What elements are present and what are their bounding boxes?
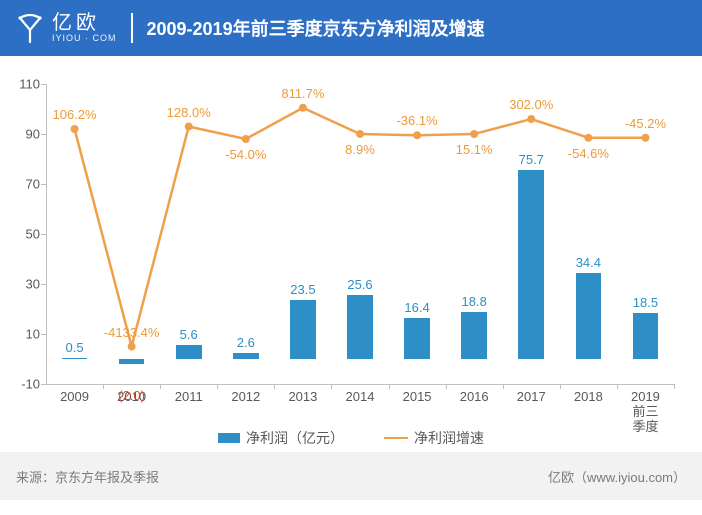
line-value-label: -54.6%	[568, 146, 609, 161]
footer-bar: 来源：京东方年报及季报 亿欧（www.iyiou.com）	[0, 452, 702, 500]
y-tick-label: 50	[6, 227, 40, 242]
bar-value-label: 2.6	[237, 335, 255, 350]
bar-value-label: 34.4	[576, 255, 601, 270]
header-divider	[131, 13, 133, 43]
line-marker	[128, 343, 136, 351]
legend-line-label: 净利润增速	[414, 428, 484, 448]
bar	[461, 312, 487, 359]
line-marker	[413, 131, 421, 139]
y-tick	[41, 134, 46, 135]
brand-logo: 亿欧 IYIOU · COM	[14, 12, 117, 44]
y-tick	[41, 184, 46, 185]
bar	[576, 273, 602, 359]
x-tick	[503, 384, 504, 389]
legend-bar: 净利润（亿元）	[218, 428, 344, 448]
y-tick-label: 70	[6, 177, 40, 192]
bar-value-label: 0.5	[65, 340, 83, 355]
bar-value-label: 18.5	[633, 295, 658, 310]
x-tick	[274, 384, 275, 389]
brand-name-en: IYIOU · COM	[52, 34, 117, 44]
line-value-label: -4133.4%	[104, 325, 160, 340]
y-tick-label: 90	[6, 127, 40, 142]
y-tick	[41, 84, 46, 85]
bar	[290, 300, 316, 359]
bar-value-label: 16.4	[404, 300, 429, 315]
line-value-label: 302.0%	[509, 97, 553, 112]
line-marker	[242, 135, 250, 143]
bar	[62, 358, 88, 359]
header-bar: 亿欧 IYIOU · COM 2009-2019年前三季度京东方净利润及增速	[0, 0, 702, 56]
x-tick-label: 2016	[460, 390, 489, 405]
x-tick	[331, 384, 332, 389]
line-value-label: 15.1%	[456, 142, 493, 157]
footer-source: 来源：京东方年报及季报	[16, 467, 159, 486]
bar-value-label: (2.0)	[118, 388, 145, 403]
bar-value-label: 5.6	[180, 327, 198, 342]
line-value-label: -54.0%	[225, 147, 266, 162]
y-tick-label: 110	[6, 77, 40, 92]
line-marker	[299, 104, 307, 112]
x-tick-label: 2009	[60, 390, 89, 405]
line-value-label: 106.2%	[52, 107, 96, 122]
line-marker	[470, 130, 478, 138]
x-tick-label: 2017	[517, 390, 546, 405]
x-tick-label: 2014	[346, 390, 375, 405]
x-tick-label: 2013	[288, 390, 317, 405]
x-tick	[160, 384, 161, 389]
x-tick	[560, 384, 561, 389]
line-value-label: -45.2%	[625, 116, 666, 131]
x-tick	[617, 384, 618, 389]
line-value-label: 811.7%	[281, 86, 324, 101]
line-marker	[71, 125, 79, 133]
x-tick	[674, 384, 675, 389]
line-marker	[185, 123, 193, 131]
bar-value-label: 23.5	[290, 282, 315, 297]
bar	[404, 318, 430, 359]
bar	[347, 295, 373, 359]
y-tick-label: 10	[6, 327, 40, 342]
y-tick	[41, 384, 46, 385]
y-tick-label: -10	[6, 377, 40, 392]
legend: 净利润（亿元） 净利润增速	[0, 428, 702, 448]
brand-icon	[14, 12, 46, 44]
x-tick	[446, 384, 447, 389]
line-value-label: -36.1%	[396, 113, 437, 128]
legend-bar-label: 净利润（亿元）	[246, 428, 344, 448]
line-marker	[356, 130, 364, 138]
y-tick-label: 30	[6, 277, 40, 292]
footer-credit: 亿欧（www.iyiou.com）	[548, 467, 686, 486]
x-axis	[46, 384, 674, 385]
bar	[633, 313, 659, 359]
chart-area: 净利润（亿元） 净利润增速 -1010305070901102009201020…	[0, 56, 702, 452]
x-tick-label: 2012	[231, 390, 260, 405]
line-value-label: 128.0%	[167, 105, 211, 120]
y-tick	[41, 234, 46, 235]
line-marker	[584, 134, 592, 142]
x-tick	[217, 384, 218, 389]
y-axis	[46, 84, 47, 384]
x-tick-label: 2019 前三 季度	[631, 390, 660, 435]
line-value-label: 8.9%	[345, 142, 375, 157]
x-tick	[389, 384, 390, 389]
legend-line-swatch	[384, 437, 408, 439]
bar-value-label: 75.7	[519, 152, 544, 167]
bar-value-label: 25.6	[347, 277, 372, 292]
legend-line: 净利润增速	[384, 428, 484, 448]
line-marker	[527, 115, 535, 123]
x-tick-label: 2011	[175, 390, 203, 405]
y-tick	[41, 334, 46, 335]
brand-name-cn: 亿欧	[52, 12, 117, 34]
bar-value-label: 18.8	[462, 294, 487, 309]
x-tick-label: 2015	[403, 390, 432, 405]
y-tick	[41, 284, 46, 285]
bar	[176, 345, 202, 359]
x-tick-label: 2018	[574, 390, 603, 405]
x-tick	[103, 384, 104, 389]
chart-title: 2009-2019年前三季度京东方净利润及增速	[147, 15, 485, 41]
bar	[119, 359, 145, 364]
legend-bar-swatch	[218, 433, 240, 443]
bar	[233, 353, 259, 360]
bar	[518, 170, 544, 359]
line-marker	[641, 134, 649, 142]
